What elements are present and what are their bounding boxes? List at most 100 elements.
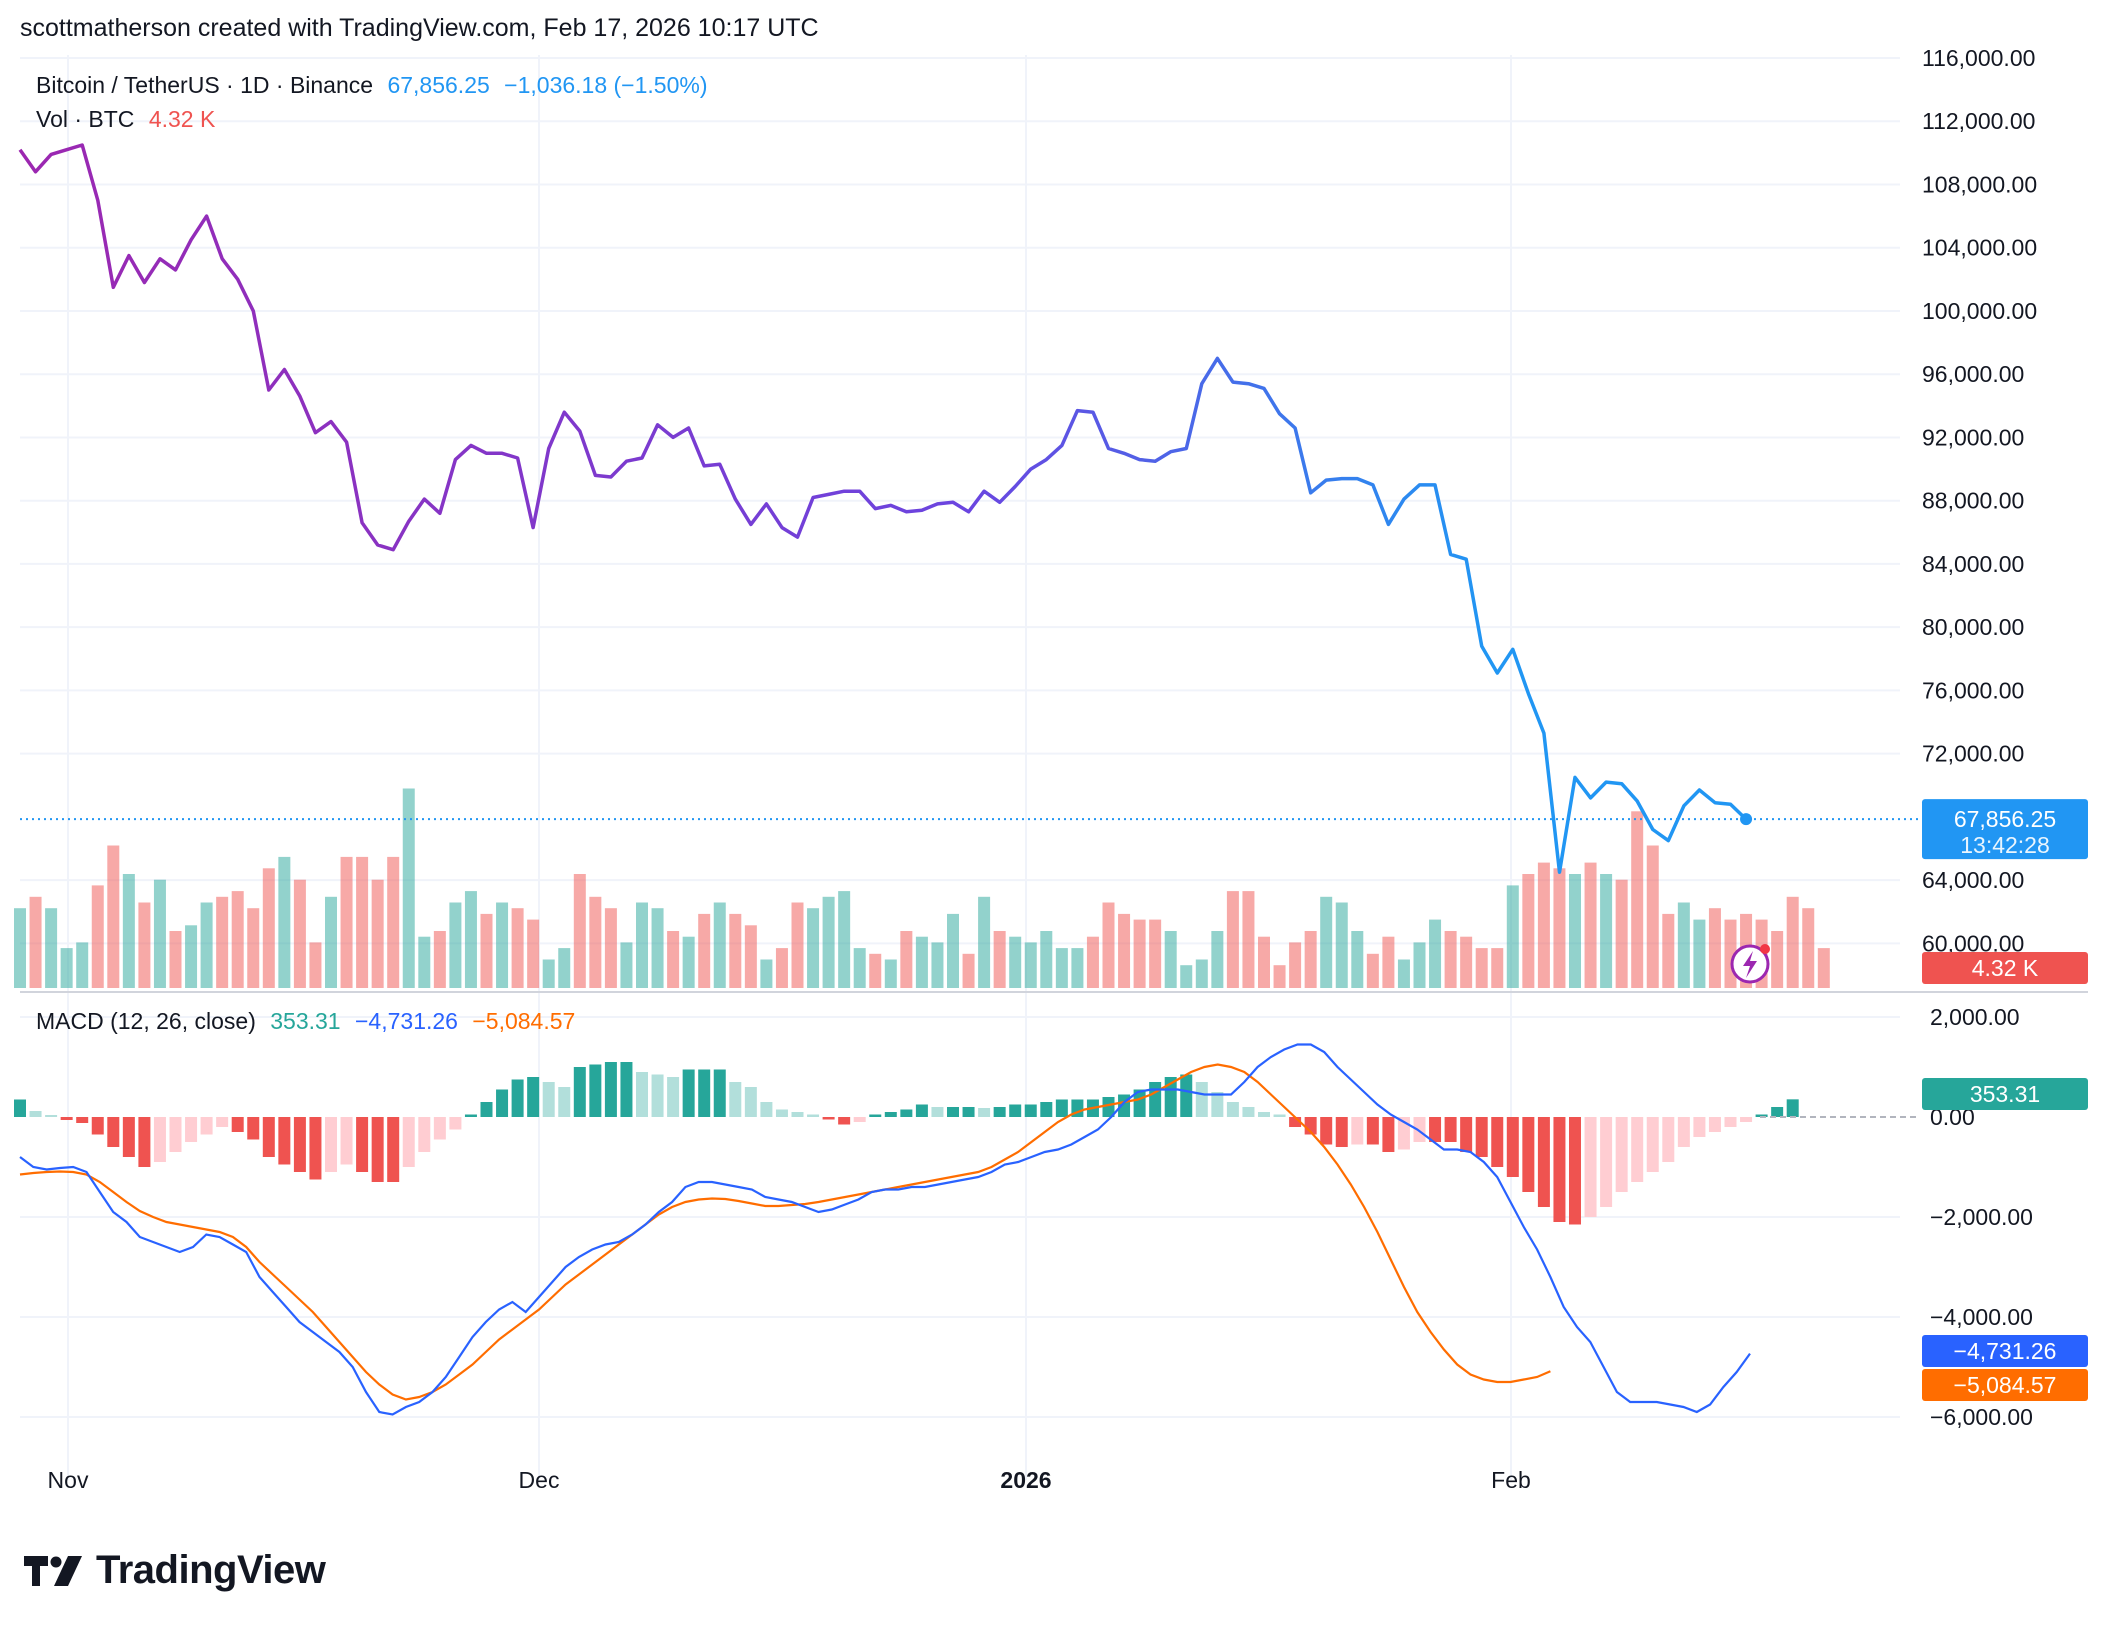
time-axis-label: 2026	[1000, 1467, 1051, 1493]
macd-hist-bar	[169, 1117, 182, 1152]
macd-hist-bar	[1351, 1117, 1364, 1145]
macd-hist-bar	[667, 1077, 680, 1117]
volume-bar	[822, 896, 835, 988]
macd-hist-bar	[775, 1109, 788, 1117]
volume-bar	[185, 925, 198, 988]
macd-hist-bar	[340, 1117, 353, 1165]
macd-hist-bar	[29, 1111, 42, 1117]
volume-bar	[1382, 936, 1395, 988]
price-tick-label: 104,000.00	[1922, 235, 2037, 261]
volume-bar	[309, 942, 322, 988]
macd-hist-bar	[822, 1117, 835, 1120]
volume-tag-bg	[1922, 952, 2088, 984]
volume-bar	[76, 942, 89, 988]
price-tick-label: 96,000.00	[1922, 361, 2024, 387]
macd-hist-bar	[464, 1114, 477, 1117]
volume-bar	[1195, 959, 1208, 988]
volume-bar	[1662, 913, 1675, 988]
macd-hist-bar	[1382, 1117, 1395, 1152]
macd-hist-bar	[915, 1104, 928, 1117]
volume-bar	[1289, 942, 1302, 988]
macd-hist-bar	[1771, 1107, 1784, 1117]
volume-tag: 4.32 K	[1972, 955, 2039, 981]
macd-hist-bar	[496, 1089, 509, 1117]
volume-bar	[1631, 811, 1644, 988]
volume-bar	[1102, 902, 1115, 988]
macd-hist-bar	[713, 1069, 726, 1117]
macd-hist-bar	[60, 1117, 73, 1120]
volume-bar	[1180, 965, 1193, 988]
volume-bar	[122, 874, 135, 988]
macd-hist-bar	[371, 1117, 384, 1182]
volume-bar	[1475, 948, 1488, 988]
volume-bar	[620, 942, 633, 988]
macd-hist-bar	[1397, 1117, 1410, 1150]
macd-hist-bar	[91, 1117, 104, 1135]
volume-bar	[1537, 862, 1550, 988]
macd-hist-bar	[325, 1117, 337, 1172]
volume-bar	[1522, 874, 1535, 988]
macd-hist-bar	[884, 1112, 897, 1117]
macd-hist-bar	[200, 1117, 213, 1135]
macd-hist-bar	[1631, 1117, 1644, 1182]
lightning-icon[interactable]	[1730, 944, 1770, 984]
volume-bar	[760, 959, 773, 988]
volume-bar	[869, 953, 882, 988]
price-tick-label: 100,000.00	[1922, 298, 2037, 324]
volume-bar	[542, 959, 555, 988]
macd-hist-bar	[527, 1077, 540, 1117]
macd-hist-bar	[76, 1117, 89, 1123]
macd-hist-bar	[978, 1108, 991, 1117]
volume-legend[interactable]: Vol · BTC 4.32 K	[36, 106, 223, 133]
macd-hist-bar	[138, 1117, 151, 1167]
volume-bar	[853, 948, 866, 988]
price-tick-label: 116,000.00	[1922, 45, 2035, 71]
macd-tick-label: −2,000.00	[1930, 1204, 2033, 1230]
macd-hist-bar	[247, 1117, 260, 1140]
volume-bar	[1273, 965, 1286, 988]
price-tick-label: 112,000.00	[1922, 108, 2035, 134]
volume-bar	[91, 885, 104, 988]
volume-bar	[667, 931, 680, 988]
volume-bar	[1320, 896, 1333, 988]
last-price: 67,856.25	[387, 72, 490, 98]
volume-bar	[1055, 948, 1068, 988]
volume-bar	[962, 953, 975, 988]
macd-hist-bar	[309, 1117, 322, 1180]
macd-hist-bar	[1009, 1104, 1022, 1117]
macd-signal-tag-bg	[1922, 1369, 2088, 1401]
volume-bar	[293, 879, 306, 988]
macd-tick-label: −4,000.00	[1930, 1304, 2033, 1330]
volume-bar	[262, 868, 275, 988]
volume-bar	[604, 908, 617, 988]
volume-bar	[1553, 868, 1566, 988]
volume-bar	[1600, 874, 1613, 988]
volume-bar	[807, 908, 820, 988]
macd-hist-bar	[1600, 1117, 1613, 1207]
time-axis-label: Nov	[48, 1467, 89, 1493]
volume-bar	[1397, 959, 1410, 988]
tradingview-logo-icon	[24, 1555, 82, 1586]
macd-hist-bar	[604, 1062, 617, 1117]
macd-hist-bar	[1133, 1089, 1146, 1117]
macd-hist-bar	[1273, 1114, 1286, 1117]
macd-hist-bar	[1646, 1117, 1659, 1172]
time-axis-label: Feb	[1491, 1467, 1531, 1493]
volume-bar	[356, 856, 369, 988]
macd-histogram	[14, 1062, 1920, 1225]
volume-bar	[1118, 913, 1131, 988]
macd-hist-bar	[620, 1062, 633, 1117]
macd-hist-bar	[45, 1115, 58, 1117]
volume-bar	[558, 948, 571, 988]
symbol-legend[interactable]: Bitcoin / TetherUS · 1D · Binance 67,856…	[36, 72, 716, 99]
macd-hist-bar	[682, 1069, 695, 1117]
macd-hist-bar	[1211, 1092, 1224, 1117]
macd-hist-bar	[636, 1072, 648, 1117]
macd-legend[interactable]: MACD (12, 26, close) 353.31 −4,731.26 −5…	[36, 1008, 583, 1035]
tradingview-wordmark: TradingView	[96, 1548, 326, 1592]
tradingview-logo[interactable]: TradingView	[22, 1548, 326, 1593]
volume-bar	[1817, 948, 1830, 988]
macd-hist-bar	[1506, 1117, 1519, 1177]
macd-hist-bar	[1475, 1117, 1488, 1157]
